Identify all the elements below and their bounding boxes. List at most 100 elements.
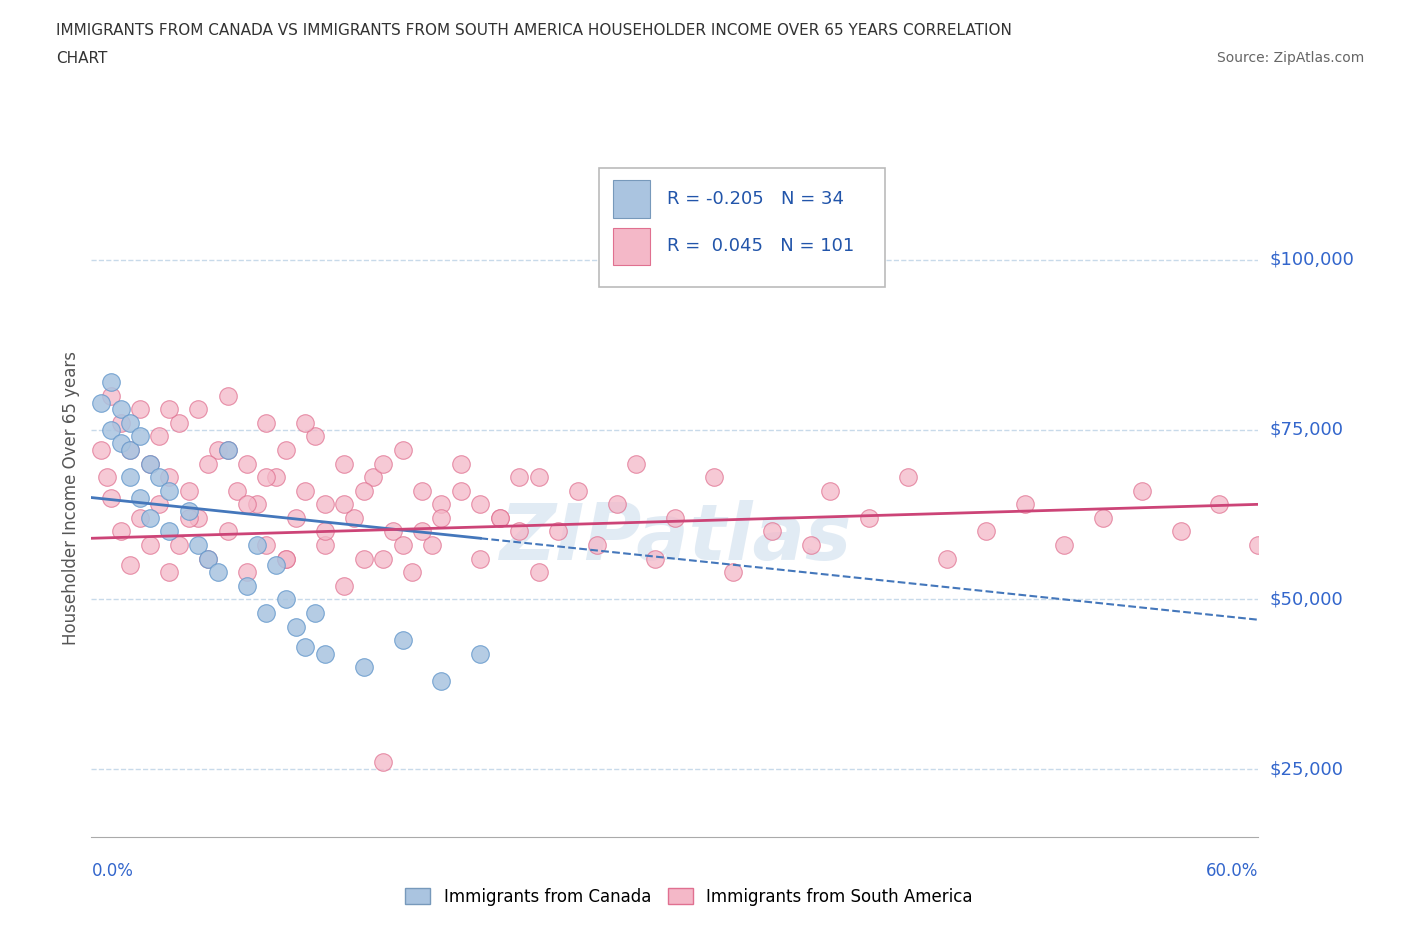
Point <box>129 511 152 525</box>
Point <box>333 497 356 512</box>
Point <box>371 755 394 770</box>
Point <box>100 389 122 404</box>
Point <box>606 497 628 512</box>
Point <box>508 524 530 538</box>
Point <box>489 511 512 525</box>
Point <box>256 538 278 552</box>
Text: CHART: CHART <box>56 51 108 66</box>
Point <box>304 605 326 620</box>
Point <box>489 511 512 525</box>
Point <box>177 511 200 525</box>
Point <box>110 436 132 451</box>
Point <box>120 443 142 458</box>
Text: IMMIGRANTS FROM CANADA VS IMMIGRANTS FROM SOUTH AMERICA HOUSEHOLDER INCOME OVER : IMMIGRANTS FROM CANADA VS IMMIGRANTS FRO… <box>56 23 1012 38</box>
Point <box>547 524 569 538</box>
Point <box>197 551 219 566</box>
Point <box>120 558 142 573</box>
Point <box>820 484 842 498</box>
Point <box>129 490 152 505</box>
Point <box>586 538 609 552</box>
Point <box>936 551 959 566</box>
Point <box>236 497 259 512</box>
Point <box>90 395 112 410</box>
Point <box>274 443 297 458</box>
Point <box>800 538 823 552</box>
Point <box>761 524 783 538</box>
Point <box>391 538 413 552</box>
Point <box>527 565 550 579</box>
Point <box>381 524 404 538</box>
Text: $100,000: $100,000 <box>1270 251 1354 269</box>
Point <box>226 484 249 498</box>
FancyBboxPatch shape <box>613 228 651 265</box>
Point <box>333 578 356 593</box>
Point <box>110 416 132 431</box>
Point <box>148 470 170 485</box>
Point <box>129 429 152 444</box>
Point <box>246 538 269 552</box>
Point <box>430 497 453 512</box>
Point <box>217 443 239 458</box>
Point <box>197 457 219 472</box>
Point <box>217 389 239 404</box>
Point <box>470 497 492 512</box>
Point <box>703 470 725 485</box>
Point <box>157 484 180 498</box>
Point <box>100 490 122 505</box>
Point <box>897 470 920 485</box>
Point <box>1130 484 1153 498</box>
Point <box>353 551 375 566</box>
Point <box>110 402 132 417</box>
Text: R =  0.045   N = 101: R = 0.045 N = 101 <box>666 237 853 256</box>
Point <box>294 484 316 498</box>
Point <box>100 422 122 437</box>
Point <box>120 416 142 431</box>
Point <box>167 416 190 431</box>
Point <box>314 646 336 661</box>
Point <box>1091 511 1114 525</box>
Point <box>1247 538 1270 552</box>
Point <box>314 524 336 538</box>
FancyBboxPatch shape <box>599 168 884 287</box>
Point <box>353 484 375 498</box>
Point <box>391 632 413 647</box>
Text: 60.0%: 60.0% <box>1206 862 1258 880</box>
Point <box>256 605 278 620</box>
Point <box>256 470 278 485</box>
Text: R = -0.205   N = 34: R = -0.205 N = 34 <box>666 190 844 207</box>
Point <box>333 457 356 472</box>
Point <box>284 511 307 525</box>
Point <box>129 402 152 417</box>
Point <box>974 524 997 538</box>
Point <box>430 673 453 688</box>
Point <box>236 578 259 593</box>
Point <box>187 538 209 552</box>
Point <box>120 443 142 458</box>
Point <box>187 511 209 525</box>
Point <box>138 511 162 525</box>
Point <box>353 660 375 675</box>
Point <box>363 470 385 485</box>
Text: 0.0%: 0.0% <box>91 862 134 880</box>
Text: $50,000: $50,000 <box>1270 591 1343 608</box>
Point <box>264 470 287 485</box>
Point <box>274 551 297 566</box>
Point <box>314 497 336 512</box>
Point <box>508 470 530 485</box>
Point <box>197 551 219 566</box>
Point <box>274 551 297 566</box>
Point <box>304 429 326 444</box>
Point <box>138 457 162 472</box>
Point <box>723 565 745 579</box>
Point <box>90 443 112 458</box>
Point <box>207 443 229 458</box>
Point <box>470 551 492 566</box>
Text: ZIPatlas: ZIPatlas <box>499 500 851 577</box>
Point <box>138 457 162 472</box>
Y-axis label: Householder Income Over 65 years: Householder Income Over 65 years <box>62 351 80 644</box>
Point <box>167 538 190 552</box>
Point <box>343 511 366 525</box>
Point <box>314 538 336 552</box>
Point <box>110 524 132 538</box>
Point <box>120 470 142 485</box>
